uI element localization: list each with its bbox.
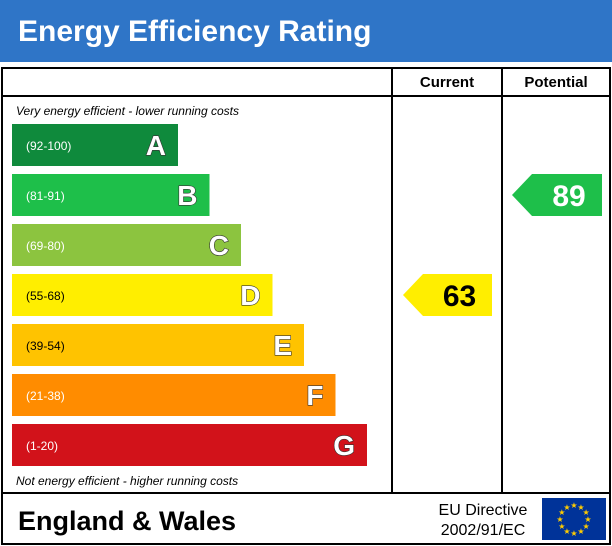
band-e: (39-54) E — [12, 324, 304, 366]
band-bar-d — [12, 274, 273, 316]
current-rating-marker: 63 — [403, 274, 492, 316]
top-note: Very energy efficient - lower running co… — [16, 104, 239, 118]
band-a: (92-100) A — [12, 124, 178, 166]
chart-title: Energy Efficiency Rating — [18, 15, 371, 48]
eu-star-icon: ★ — [583, 508, 590, 517]
eu-star-icon: ★ — [563, 503, 570, 512]
rating-bands: (92-100) A (81-91) B (69-80) C (55-68) D (39-54)… — [12, 124, 367, 466]
current-rating-value: 63 — [443, 280, 476, 313]
eu-star-icon: ★ — [577, 503, 584, 512]
band-b: (81-91) B — [12, 174, 210, 216]
eu-star-icon: ★ — [558, 522, 565, 531]
potential-rating-value: 89 — [552, 180, 585, 213]
eu-star-icon: ★ — [570, 501, 577, 510]
band-letter-e: E — [273, 330, 292, 361]
band-range-d: (55-68) — [26, 289, 65, 303]
band-letter-b: B — [177, 180, 197, 211]
band-bar-a — [12, 124, 178, 166]
band-bar-e — [12, 324, 304, 366]
eu-star-icon: ★ — [577, 527, 584, 536]
rating-markers: 63 89 — [403, 174, 602, 316]
band-bar-g — [12, 424, 367, 466]
chart-frame — [1, 67, 611, 545]
band-letter-g: G — [333, 430, 355, 461]
band-range-g: (1-20) — [26, 439, 58, 453]
band-letter-c: C — [209, 230, 229, 261]
current-rating-arrow — [403, 274, 492, 316]
band-range-a: (92-100) — [26, 139, 71, 153]
band-range-f: (21-38) — [26, 389, 65, 403]
band-letter-a: A — [146, 130, 166, 161]
band-bar-c — [12, 224, 241, 266]
header-bar — [0, 0, 612, 62]
potential-rating-marker: 89 — [512, 174, 602, 216]
directive-line1: EU Directive — [439, 502, 528, 519]
eu-star-icon: ★ — [583, 522, 590, 531]
column-header-current: Current — [420, 74, 474, 91]
band-c: (69-80) C — [12, 224, 241, 266]
band-letter-f: F — [306, 380, 323, 411]
eu-star-icon: ★ — [570, 529, 577, 538]
eu-star-icon: ★ — [556, 515, 563, 524]
band-range-c: (69-80) — [26, 239, 65, 253]
band-range-e: (39-54) — [26, 339, 65, 353]
band-g: (1-20) G — [12, 424, 367, 466]
eu-star-icon: ★ — [584, 515, 591, 524]
band-f: (21-38) F — [12, 374, 336, 416]
eu-star-icon: ★ — [563, 527, 570, 536]
region-label: England & Wales — [18, 506, 236, 536]
directive-line2: 2002/91/EC — [441, 522, 526, 539]
band-bar-f — [12, 374, 336, 416]
band-d: (55-68) D — [12, 274, 273, 316]
band-bar-b — [12, 174, 210, 216]
potential-rating-arrow — [512, 174, 602, 216]
eu-flag-icon: ★ ★★★★★★★★★★★ — [542, 498, 606, 540]
eu-star-icon: ★ — [558, 508, 565, 517]
bottom-note: Not energy efficient - higher running co… — [16, 474, 238, 488]
band-range-b: (81-91) — [26, 189, 65, 203]
band-letter-d: D — [240, 280, 260, 311]
column-header-potential: Potential — [524, 74, 587, 91]
